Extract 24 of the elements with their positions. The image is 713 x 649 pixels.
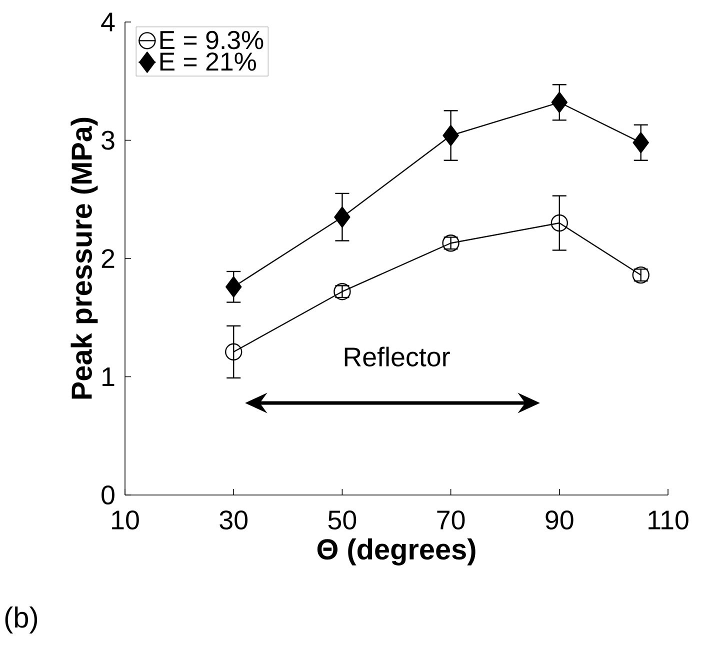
legend-label: E = 21% [160, 52, 256, 71]
text: (b) [5, 606, 38, 634]
x-axis-title: Θ (degrees) [317, 538, 476, 566]
x-tick-label: 50 [328, 510, 356, 530]
y-tick-label: 3 [102, 130, 114, 150]
point [632, 132, 649, 154]
y-tick-label: 4 [101, 12, 115, 32]
point [334, 206, 350, 228]
y-axis-title: Peak pressure (MPa) [70, 118, 98, 399]
x-tick-label: 70 [437, 510, 465, 530]
point [225, 343, 242, 361]
point [550, 214, 568, 232]
legend-label: E = 9.3% [160, 30, 264, 50]
y-tick-label: 1 [102, 367, 114, 386]
x-tick-label: 110 [648, 510, 688, 530]
point [226, 276, 242, 298]
x-tick-label: 30 [220, 510, 248, 530]
point [551, 92, 568, 113]
y-tick-label: 0 [102, 485, 114, 505]
x-tick-label: 10 [112, 510, 139, 530]
x-tick-label: 90 [546, 510, 574, 530]
y-tick-label: 2 [102, 249, 114, 268]
point [442, 124, 459, 146]
annotation: Reflector [344, 346, 450, 367]
